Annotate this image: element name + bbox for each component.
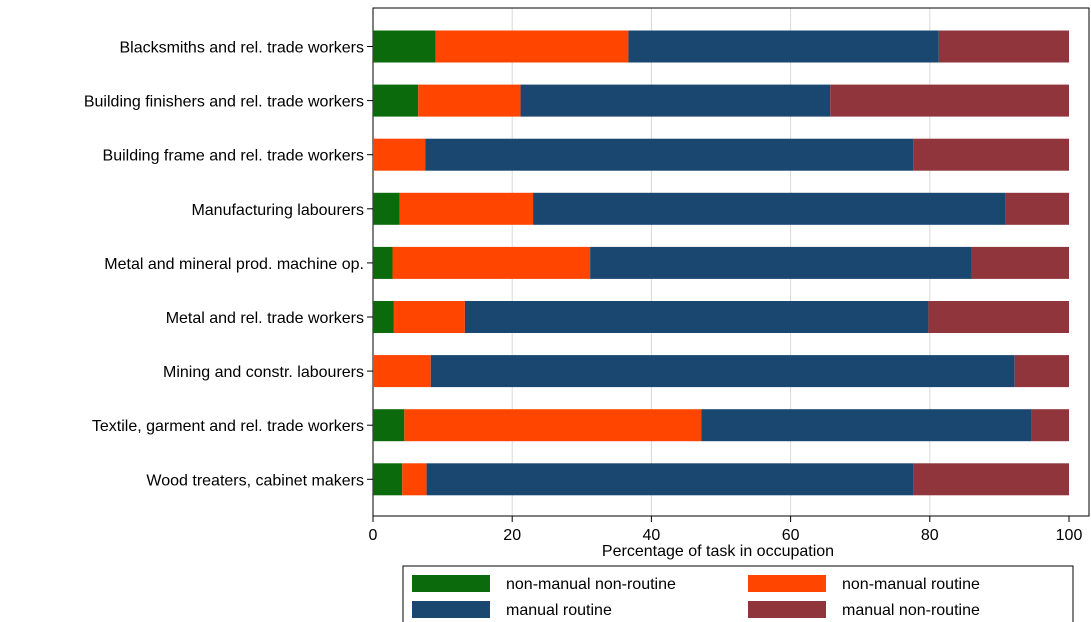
- bar-segment: [425, 138, 914, 171]
- category-label: Metal and mineral prod. machine op.: [104, 256, 364, 273]
- category-labels: Blacksmiths and rel. trade workers Buildi…: [84, 40, 373, 489]
- legend-swatch: [748, 601, 826, 618]
- x-tick-label: 20: [503, 527, 521, 544]
- legend-label: non-manual non-routine: [506, 576, 676, 593]
- bar-segment: [520, 84, 831, 117]
- bar-segment: [426, 463, 914, 496]
- x-axis-title: Percentage of task in occupation: [602, 543, 834, 560]
- category-label: Manufacturing labourers: [191, 202, 364, 219]
- bar-segment: [1014, 355, 1069, 388]
- bar-segment: [913, 138, 1069, 171]
- legend-frame: [402, 565, 1074, 622]
- legend-swatch: [412, 601, 490, 618]
- category-label: Metal and rel. trade workers: [166, 310, 364, 327]
- bar-segment: [373, 301, 394, 333]
- legend: non-manual non-routine non-manual routine…: [402, 565, 1074, 622]
- category-label: Blacksmiths and rel. trade workers: [119, 40, 364, 57]
- x-tick-label: 60: [782, 527, 800, 544]
- x-tick-label: 100: [1056, 527, 1083, 544]
- bar-segment: [928, 301, 1069, 333]
- bar-segment: [701, 409, 1032, 442]
- bar-segment: [628, 30, 939, 63]
- bar-segment: [464, 301, 929, 333]
- x-tick-label: 80: [921, 527, 939, 544]
- category-label: Building frame and rel. trade workers: [103, 148, 364, 165]
- category-label: Wood treaters, cabinet makers: [146, 472, 364, 489]
- x-tick-label: 40: [643, 527, 661, 544]
- bar-segment: [402, 463, 427, 496]
- bar-segment: [399, 192, 534, 225]
- bar-segment: [533, 192, 1006, 225]
- bar-segment: [971, 246, 1069, 279]
- bars: [373, 30, 1069, 496]
- legend-label: manual non-routine: [842, 602, 980, 619]
- category-label: Building finishers and rel. trade worker…: [84, 94, 364, 111]
- bar-segment: [373, 192, 400, 225]
- category-label: Mining and constr. labourers: [163, 364, 364, 381]
- bar-segment: [1005, 192, 1069, 225]
- bar-segment: [938, 30, 1069, 63]
- bar-segment: [373, 409, 405, 442]
- bar-segment: [392, 246, 591, 279]
- x-tick-label: 0: [369, 527, 378, 544]
- legend-label: manual routine: [506, 602, 612, 619]
- bar-segment: [430, 355, 1015, 388]
- legend-swatch: [412, 575, 490, 592]
- bar-segment: [590, 246, 972, 279]
- legend-swatch: [748, 575, 826, 592]
- bar-segment: [373, 463, 403, 496]
- bar-segment: [1031, 409, 1069, 442]
- bar-segment: [418, 84, 521, 117]
- legend-label: non-manual routine: [842, 576, 980, 593]
- bar-segment: [913, 463, 1069, 496]
- bar-segment: [830, 84, 1069, 117]
- bar-segment: [393, 301, 465, 333]
- bar-segment: [373, 138, 426, 171]
- bar-segment: [435, 30, 629, 63]
- x-axis: 0 20 40 60 80 100: [369, 516, 1083, 544]
- bar-segment: [373, 246, 393, 279]
- bar-segment: [373, 30, 436, 63]
- bar-segment: [404, 409, 702, 442]
- bar-segment: [373, 84, 419, 117]
- category-label: Textile, garment and rel. trade workers: [92, 418, 364, 435]
- bar-segment: [373, 355, 431, 388]
